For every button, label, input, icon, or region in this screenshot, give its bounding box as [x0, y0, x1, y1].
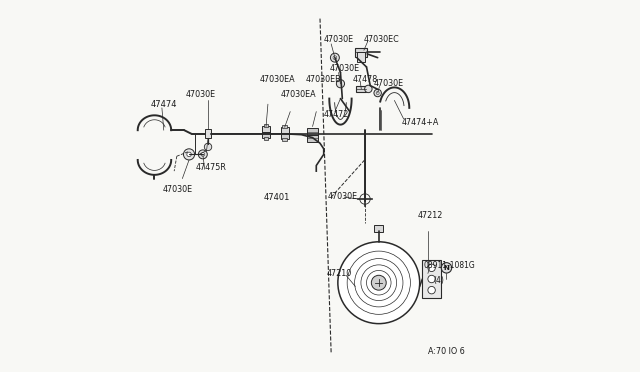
Bar	[307, 135, 318, 142]
Bar	[264, 137, 268, 140]
Circle shape	[333, 56, 337, 60]
Text: 47030E: 47030E	[186, 90, 216, 99]
Circle shape	[338, 242, 420, 324]
Circle shape	[337, 80, 344, 88]
Bar	[282, 125, 287, 128]
Text: 47478: 47478	[353, 76, 378, 84]
Bar	[374, 225, 383, 232]
Text: 47475R: 47475R	[195, 163, 227, 172]
Circle shape	[441, 263, 452, 273]
Circle shape	[330, 53, 339, 62]
Circle shape	[198, 150, 207, 159]
Text: A:70 IO 6: A:70 IO 6	[428, 347, 465, 356]
Text: 47030EA: 47030EA	[281, 90, 317, 99]
Text: 47212: 47212	[417, 211, 443, 219]
Circle shape	[187, 152, 191, 157]
Bar	[280, 127, 289, 133]
Text: 08911-1081G: 08911-1081G	[424, 262, 475, 270]
Circle shape	[428, 275, 435, 283]
Text: 47474: 47474	[151, 100, 177, 109]
Circle shape	[184, 149, 195, 160]
Bar	[262, 126, 270, 132]
Circle shape	[204, 143, 212, 151]
Text: 47474+A: 47474+A	[402, 118, 439, 126]
Text: 47030E: 47030E	[324, 35, 354, 44]
Text: 47030E: 47030E	[328, 192, 358, 201]
Bar	[355, 48, 367, 57]
Text: 47030EB: 47030EB	[306, 76, 342, 84]
Circle shape	[376, 92, 379, 94]
Bar	[264, 124, 268, 127]
Text: 47401: 47401	[264, 193, 290, 202]
Bar	[422, 260, 441, 298]
Circle shape	[428, 264, 435, 272]
Text: 47030E: 47030E	[330, 64, 360, 73]
Text: 47030EC: 47030EC	[364, 35, 399, 44]
Bar	[307, 128, 318, 135]
Text: 47472: 47472	[324, 110, 349, 119]
Bar	[280, 133, 289, 139]
Text: 47210: 47210	[326, 269, 352, 278]
Text: 47030EA: 47030EA	[260, 76, 296, 84]
Bar	[282, 138, 287, 141]
Text: 47030E: 47030E	[163, 185, 193, 194]
Circle shape	[374, 89, 381, 97]
Bar	[357, 52, 365, 62]
Bar	[205, 129, 211, 138]
Circle shape	[365, 85, 372, 93]
Text: (4): (4)	[433, 276, 444, 285]
Text: N: N	[444, 265, 449, 271]
Text: 47030E: 47030E	[373, 79, 403, 88]
Bar	[356, 86, 366, 92]
Bar	[262, 132, 270, 138]
Circle shape	[428, 286, 435, 294]
Circle shape	[371, 275, 386, 290]
Circle shape	[201, 153, 205, 156]
